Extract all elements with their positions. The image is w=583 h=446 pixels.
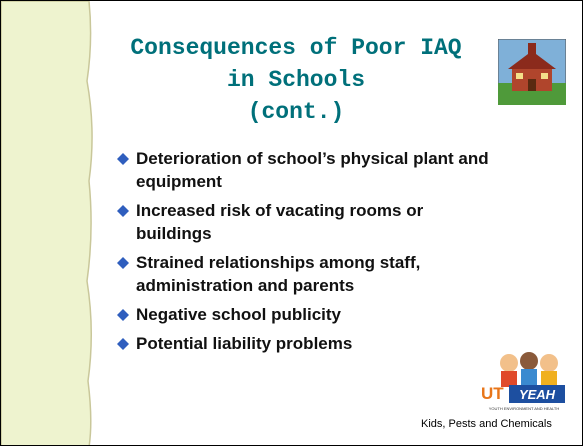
slide: Consequences of Poor IAQ in Schools (con… bbox=[0, 0, 583, 446]
bullet-text: Deterioration of school’s physical plant… bbox=[136, 149, 489, 191]
footer: Kids, Pests and Chemicals bbox=[421, 418, 552, 430]
title-line: (cont.) bbox=[101, 97, 491, 127]
bullet: Negative school publicity bbox=[117, 303, 496, 326]
logo: UT YEAH YOUTH ENVIRONMENT AND HEALTH bbox=[479, 351, 569, 413]
bullet: Deterioration of school’s physical plant… bbox=[117, 147, 496, 193]
bullet-text: Negative school publicity bbox=[136, 305, 341, 324]
bullet-list: Deterioration of school’s physical plant… bbox=[117, 147, 497, 361]
title-line: in Schools bbox=[101, 65, 491, 95]
bullet: Strained relationships among staff, admi… bbox=[117, 251, 496, 297]
title-line: Consequences of Poor IAQ bbox=[101, 33, 491, 63]
parchment-strip bbox=[1, 1, 101, 446]
bullet-text: Strained relationships among staff, admi… bbox=[136, 253, 420, 295]
logo-name: YEAH bbox=[519, 387, 556, 402]
bullet-text: Increased risk of vacating rooms or buil… bbox=[136, 201, 423, 243]
logo-mark: UT bbox=[481, 384, 504, 403]
logo-tagline: YOUTH ENVIRONMENT AND HEALTH bbox=[489, 406, 560, 411]
school-image bbox=[498, 39, 566, 105]
bullet-text: Potential liability problems bbox=[136, 334, 352, 353]
bullet: Increased risk of vacating rooms or buil… bbox=[117, 199, 496, 245]
bullet: Potential liability problems bbox=[117, 332, 496, 355]
